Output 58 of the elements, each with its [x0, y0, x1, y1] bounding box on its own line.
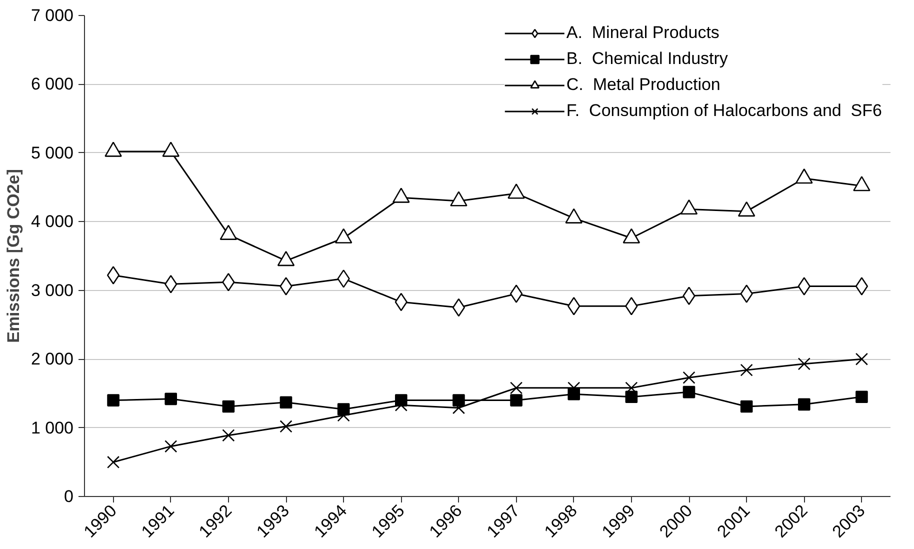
y-tick-label: 0: [64, 487, 74, 506]
point: [740, 284, 753, 303]
point: [510, 394, 522, 406]
point: [625, 390, 638, 404]
point: [682, 371, 696, 384]
y-tick-label: 6 000: [30, 74, 74, 94]
point: [856, 390, 868, 404]
point: [795, 168, 813, 184]
point: [162, 142, 180, 157]
point: [622, 228, 640, 244]
point: [107, 394, 120, 406]
point: [568, 297, 580, 316]
point: [680, 199, 698, 215]
point: [625, 382, 638, 394]
point: [565, 208, 583, 224]
point: [510, 284, 523, 303]
point: [450, 191, 468, 206]
point: [682, 386, 696, 398]
point: [106, 456, 120, 468]
point: [798, 398, 810, 411]
y-tick-label: 2 000: [30, 350, 74, 369]
point: [855, 277, 868, 296]
point: [277, 250, 295, 266]
point: [280, 396, 292, 409]
point: [738, 201, 756, 217]
point: [798, 358, 810, 370]
y-tick-label: 4 000: [30, 212, 74, 232]
y-tick-label: 3 000: [30, 280, 74, 300]
point: [452, 298, 466, 317]
point: [164, 440, 178, 453]
point: [222, 429, 235, 442]
point: [508, 184, 525, 199]
y-tick-label: 1 000: [30, 418, 74, 438]
point: [337, 270, 350, 288]
point: [164, 275, 178, 294]
point: [740, 364, 753, 376]
point: [855, 352, 868, 366]
point: [164, 392, 178, 406]
point: [280, 277, 292, 296]
legend-label: C. Metal Production: [566, 75, 720, 95]
y-axis-title: Emissions [Gg CO2e]: [4, 169, 23, 343]
point: [510, 382, 523, 394]
y-tick-label: 7 000: [30, 6, 74, 25]
point: [220, 224, 238, 240]
point: [853, 176, 870, 192]
point: [280, 420, 292, 433]
point: [798, 277, 810, 296]
point: [740, 400, 753, 413]
point: [222, 400, 235, 413]
point: [625, 297, 638, 316]
point: [334, 228, 352, 244]
legend-label: F. Consumption of Halocarbons and SF6: [566, 101, 882, 121]
legend-label: B. Chemical Industry: [566, 49, 728, 69]
point: [106, 266, 120, 284]
legend-label: A. Mineral Products: [566, 23, 720, 43]
y-tick-label: 5 000: [30, 143, 74, 162]
point: [392, 188, 410, 203]
point: [104, 142, 122, 157]
